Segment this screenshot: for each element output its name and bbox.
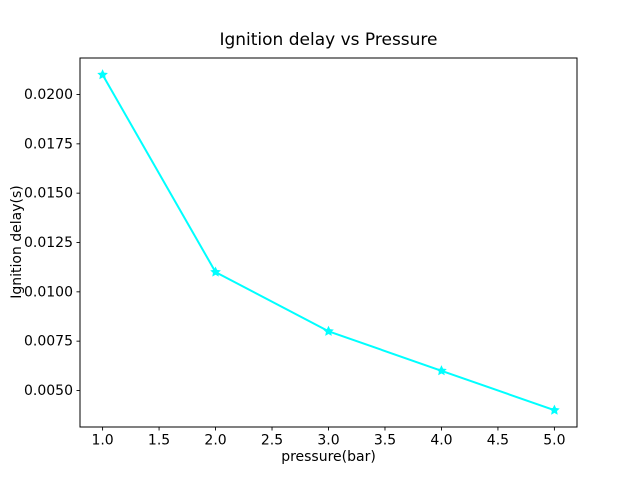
y-tick-label: 0.0075 — [24, 334, 73, 350]
x-tick-label: 2.0 — [204, 433, 226, 449]
y-tick-label: 0.0150 — [24, 186, 73, 202]
x-tick-label: 3.0 — [317, 433, 339, 449]
y-tick-label: 0.0200 — [24, 87, 73, 103]
y-tick-label: 0.0175 — [24, 136, 73, 152]
x-tick-label: 4.5 — [487, 433, 509, 449]
y-axis-label: Ignition delay(s) — [9, 185, 25, 299]
y-tick-label: 0.0050 — [24, 383, 73, 399]
series-line — [101, 73, 556, 412]
x-tick-label: 4.0 — [430, 433, 452, 449]
chart-title: Ignition delay vs Pressure — [219, 30, 438, 50]
plot-frame — [79, 57, 578, 428]
x-tick-label: 3.5 — [374, 433, 396, 449]
data-point-marker — [549, 404, 560, 415]
x-tick-label: 2.5 — [261, 433, 283, 449]
data-point-marker — [210, 266, 221, 277]
data-point-marker — [436, 365, 447, 376]
data-point-marker — [97, 69, 108, 80]
data-point-marker — [323, 325, 334, 336]
y-tick-label: 0.0100 — [24, 284, 73, 300]
x-tick-label: 1.0 — [91, 433, 113, 449]
y-tick-label: 0.0125 — [24, 235, 73, 251]
x-tick-label: 1.5 — [148, 433, 170, 449]
x-axis-label: pressure(bar) — [281, 449, 376, 465]
x-tick-label: 5.0 — [543, 433, 565, 449]
